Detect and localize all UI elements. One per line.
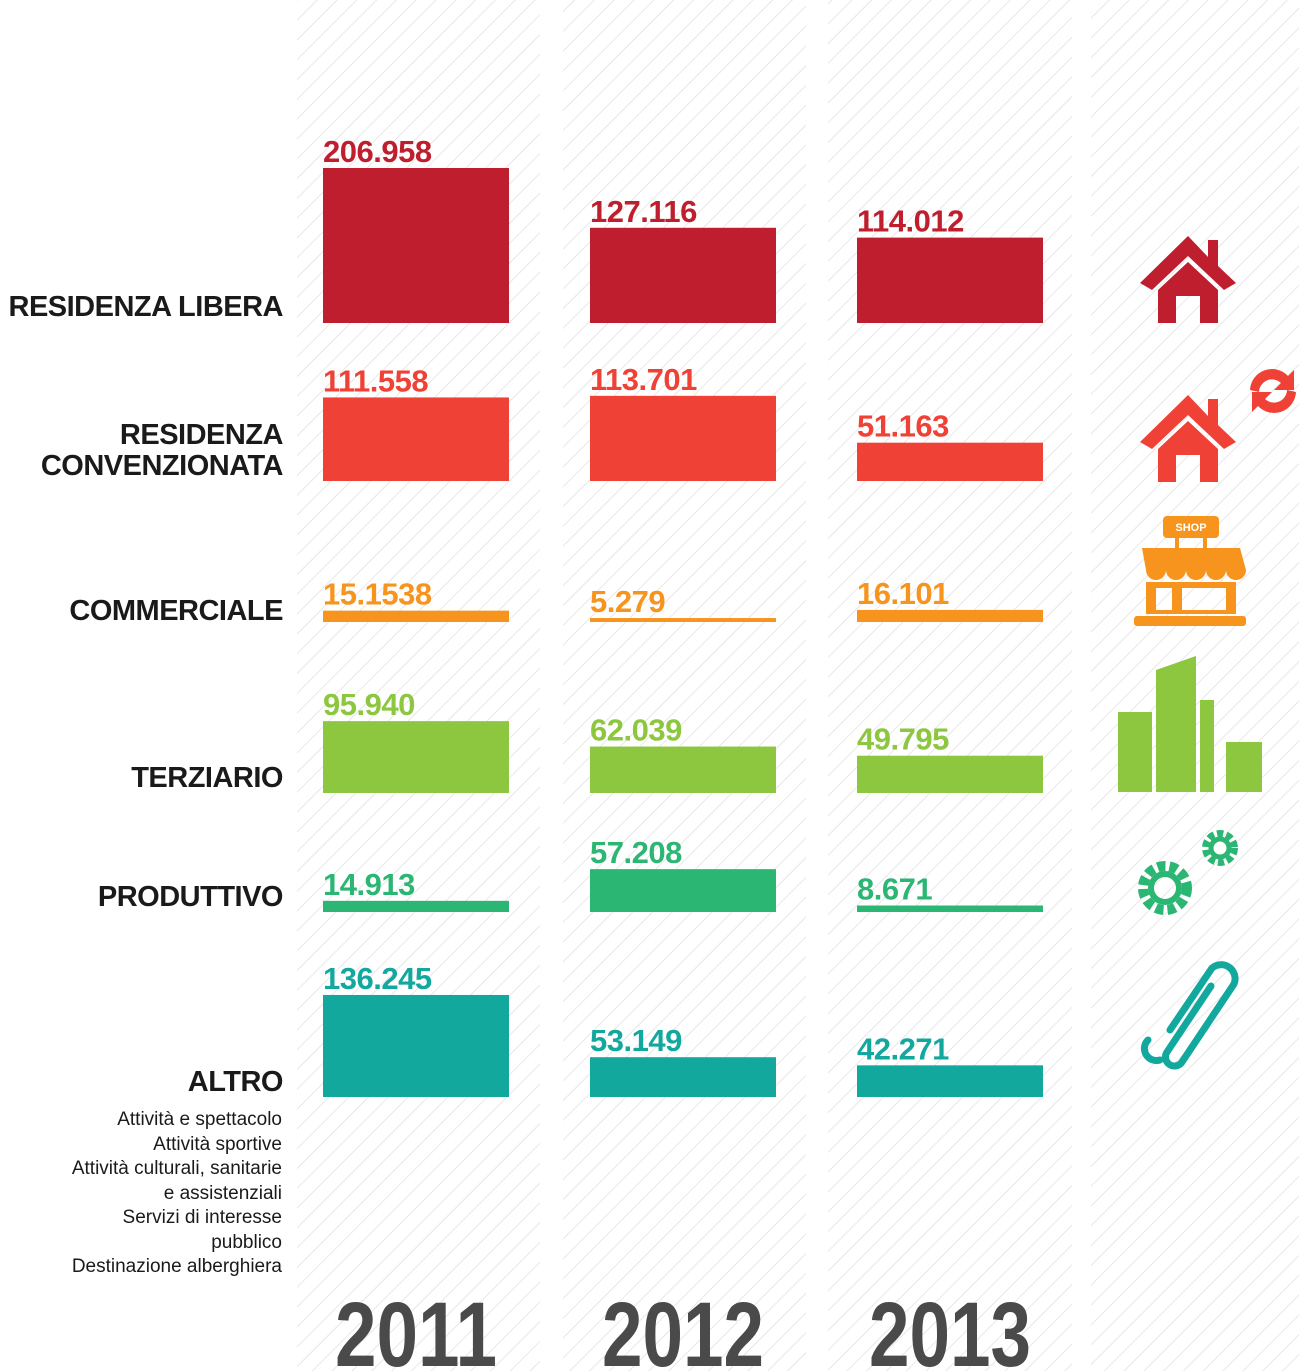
altro-detail: Attività culturali, sanitarie [71, 1158, 282, 1179]
icon-paperclip [1140, 961, 1239, 1070]
value-label: 62.039 [590, 713, 682, 748]
bar [857, 442, 1043, 481]
value-label: 136.245 [323, 961, 432, 996]
bar [857, 609, 1043, 622]
bar [323, 397, 509, 481]
bar [323, 994, 509, 1097]
value-label: 51.163 [857, 409, 949, 444]
value-label: 127.116 [590, 194, 697, 229]
icon-shop: SHOP [1134, 516, 1246, 626]
row-label: TERZIARIO [131, 762, 283, 794]
bar [590, 1057, 776, 1097]
altro-detail: e assistenziali [163, 1182, 282, 1204]
bar [857, 1065, 1043, 1097]
value-label: 113.701 [590, 362, 697, 397]
value-label: 42.271 [857, 1031, 949, 1066]
value-label: 5.279 [590, 584, 665, 619]
value-label: 8.671 [857, 872, 932, 907]
bar [590, 869, 776, 912]
value-label: 53.149 [590, 1023, 682, 1058]
bar [323, 900, 509, 912]
row-label: COMMERCIALE [69, 595, 283, 627]
row-label: RESIDENZA LIBERA [8, 291, 284, 323]
bar [857, 755, 1043, 793]
year-label: 2013 [869, 1284, 1031, 1371]
bar [857, 237, 1043, 323]
altro-detail: Servizi di interesse [122, 1207, 282, 1228]
icon-building [1118, 656, 1262, 792]
row-label: ALTRO [187, 1066, 284, 1098]
bar [590, 227, 776, 323]
value-label: 16.101 [857, 576, 949, 611]
bar [323, 610, 509, 622]
bar [590, 746, 776, 793]
bar [323, 721, 509, 793]
altro-detail: Attività sportive [153, 1133, 282, 1155]
bar [590, 618, 776, 622]
bars [323, 168, 1043, 1097]
year-label: 2012 [602, 1284, 764, 1371]
icon-gears [1138, 830, 1238, 915]
column-background [828, 0, 1072, 1371]
svg-text:SHOP: SHOP [1175, 522, 1206, 534]
value-label: 14.913 [323, 867, 415, 902]
value-label: 114.012 [857, 204, 964, 239]
bar [590, 395, 776, 481]
value-label: 206.958 [323, 134, 432, 169]
year-label: 2011 [335, 1284, 497, 1371]
row-label: PRODUTTIVO [97, 881, 284, 913]
altro-detail: Destinazione alberghiera [71, 1256, 282, 1277]
value-label: 15.1538 [323, 577, 432, 612]
altro-detail: Attività e spettacolo [117, 1109, 282, 1130]
bar [323, 168, 509, 323]
value-label: 95.940 [323, 687, 415, 722]
row-label: RESIDENZA CONVENZIONATA [40, 419, 284, 482]
value-label: 57.208 [590, 835, 682, 870]
value-label: 111.558 [323, 363, 428, 398]
bar [857, 905, 1043, 912]
altro-detail: pubblico [211, 1231, 282, 1253]
icon-house-exchange [1140, 369, 1296, 482]
icon-house [1140, 236, 1236, 323]
value-label: 49.795 [857, 722, 949, 757]
